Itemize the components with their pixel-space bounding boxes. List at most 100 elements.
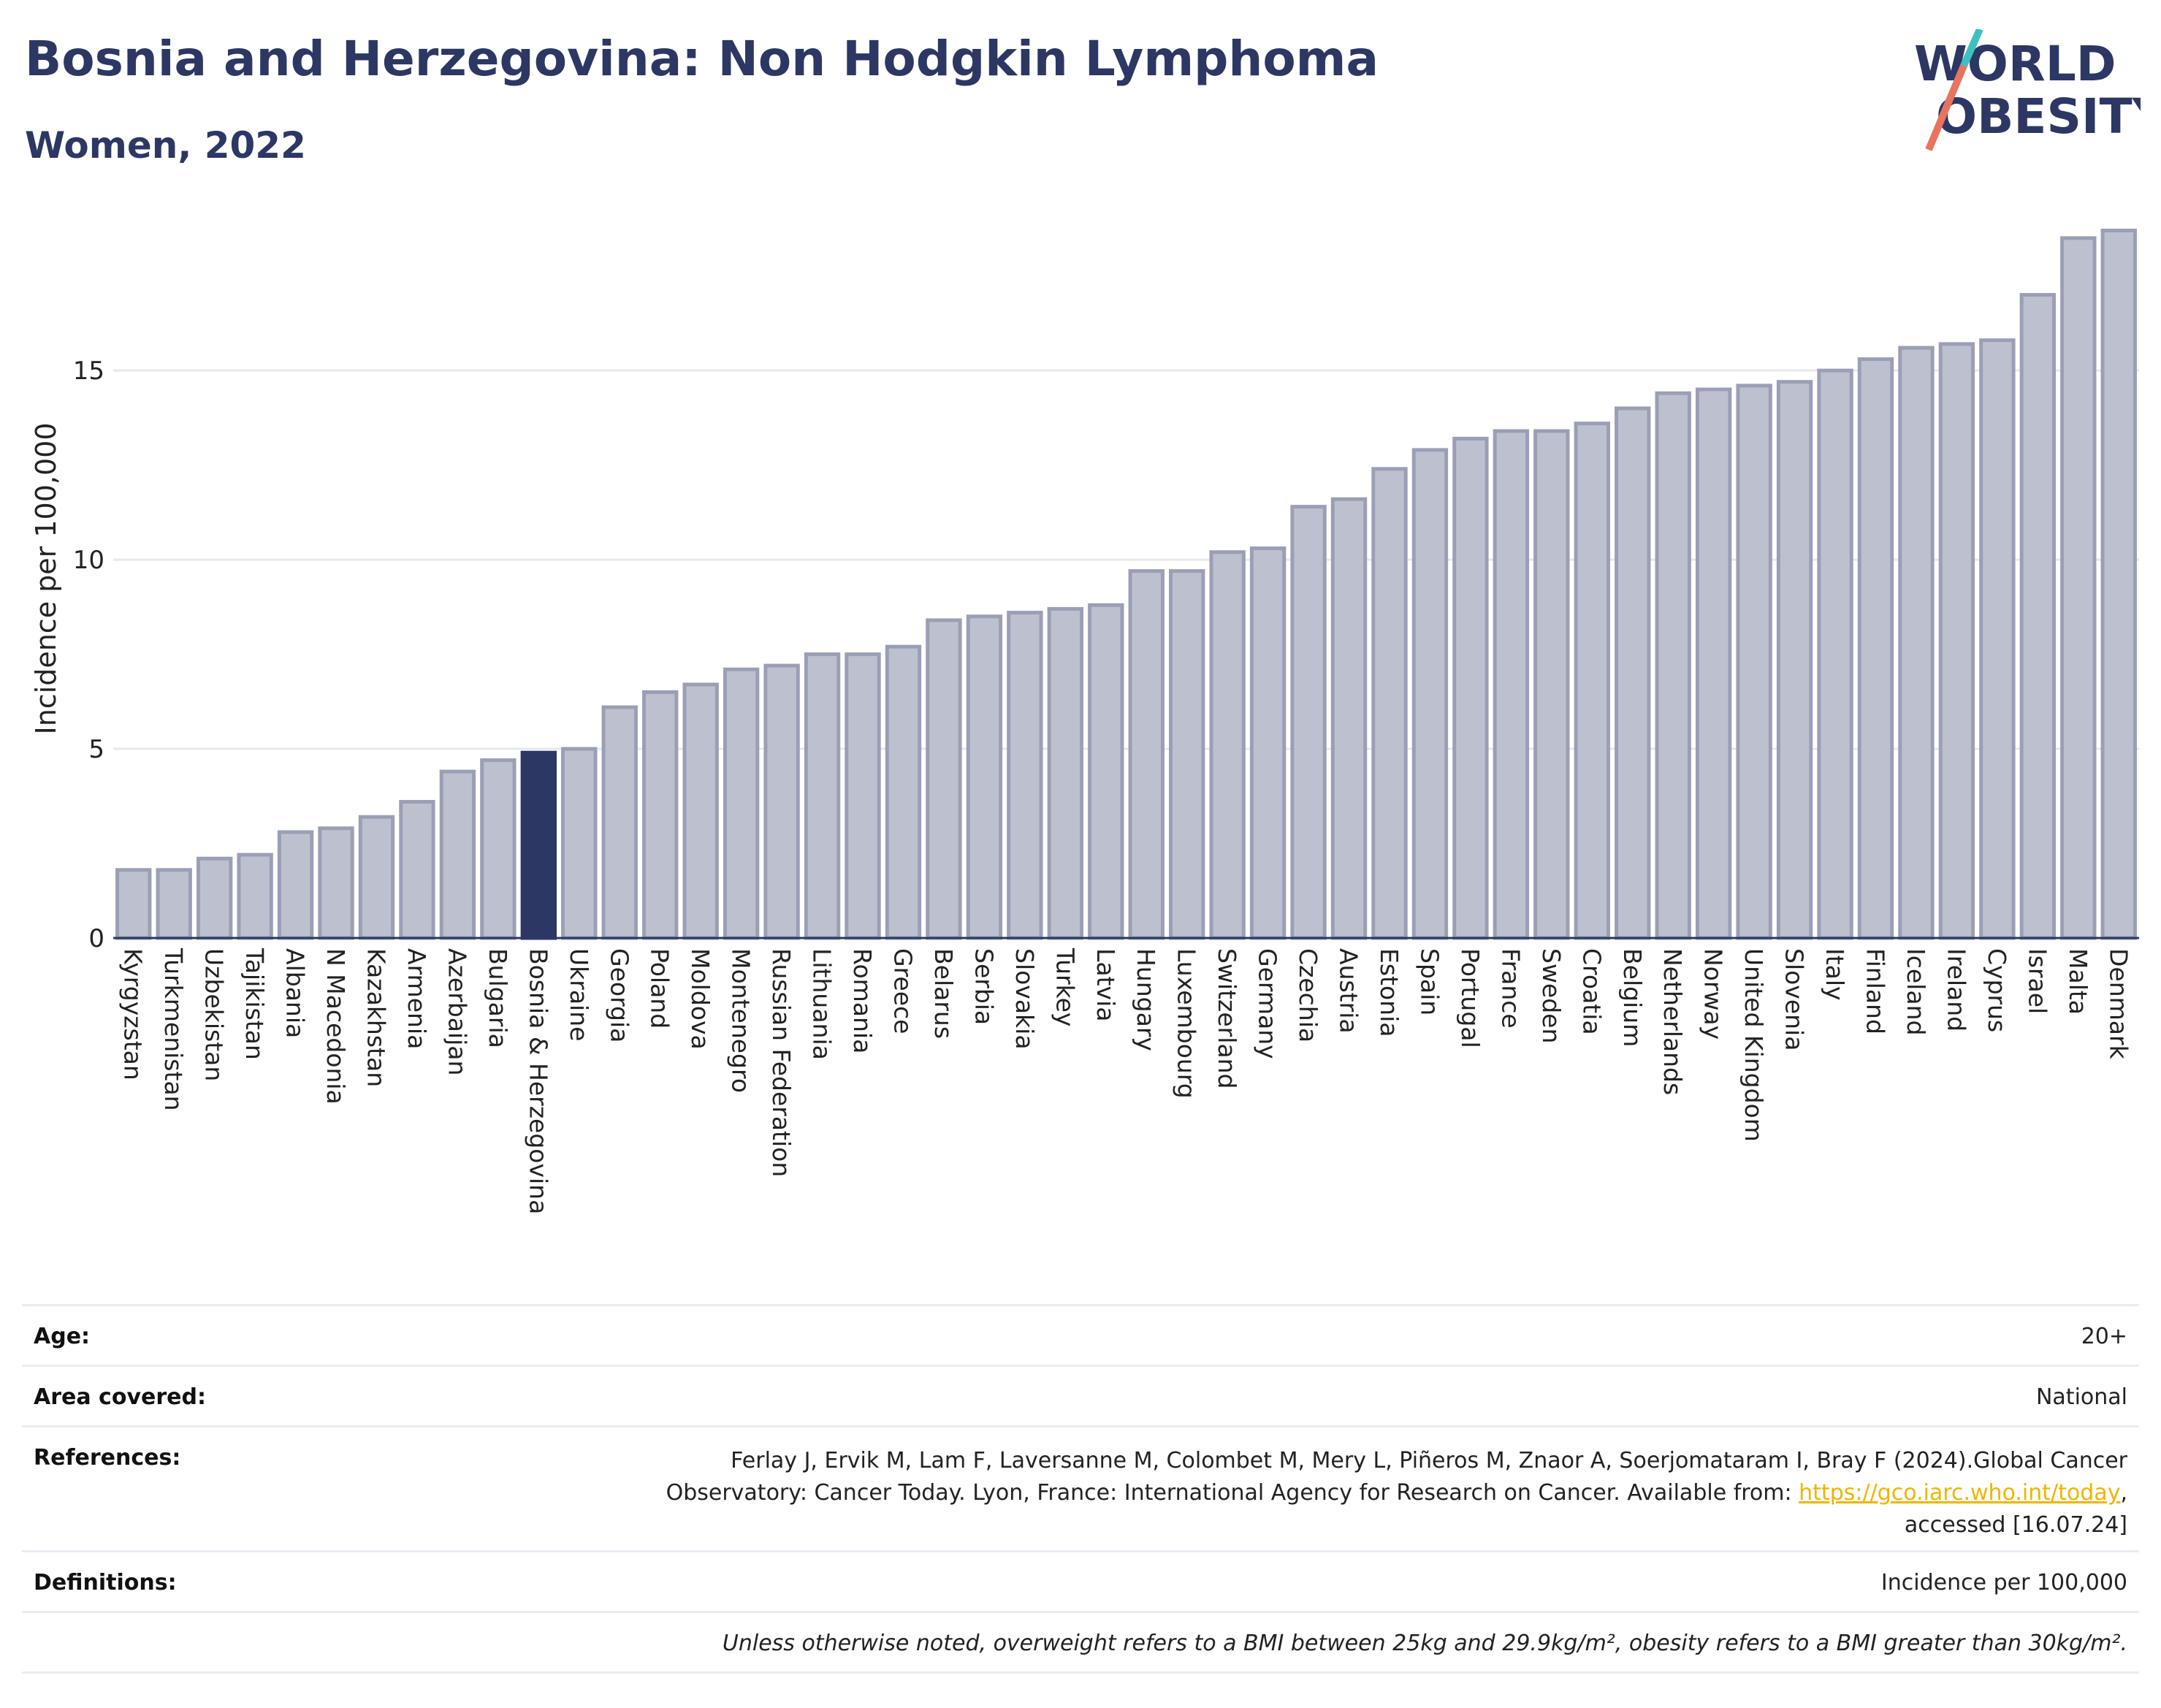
bar <box>885 644 922 940</box>
bar <box>1615 406 1651 940</box>
references-line-2-prefix: Observatory: Cancer Today. Lyon, France:… <box>666 1480 1799 1506</box>
y-tick-label: 5 <box>88 735 104 764</box>
info-row-references: References: Ferlay J, Ervik M, Lam F, La… <box>22 1425 2139 1550</box>
references-line-2-suffix: , <box>2120 1480 2127 1506</box>
x-tick-label: Serbia <box>969 948 998 1025</box>
x-tick-label: Finland <box>1861 948 1890 1034</box>
bar <box>682 682 719 940</box>
x-tick-label: Malta <box>2064 948 2092 1015</box>
x-tick-label: Slovenia <box>1780 948 1809 1051</box>
bar <box>642 690 679 940</box>
logo-word-obesity: OBESITY <box>1936 88 2141 145</box>
references-line-2: Observatory: Cancer Today. Lyon, France:… <box>666 1477 2127 1509</box>
bar <box>723 667 760 940</box>
bar <box>2019 293 2057 940</box>
bmi-note: Unless otherwise noted, overweight refer… <box>722 1631 2127 1656</box>
bar <box>318 826 354 940</box>
x-tick-label: Estonia <box>1375 948 1403 1037</box>
x-tick-label: Iceland <box>1902 948 1930 1035</box>
x-tick-label: Hungary <box>1132 948 1160 1051</box>
logo-slash-teal <box>1960 29 1983 68</box>
x-tick-label: Sweden <box>1537 948 1566 1043</box>
references-link[interactable]: https://gco.iarc.who.int/today <box>1799 1480 2121 1506</box>
bar <box>1655 391 1691 940</box>
x-tick-label: Spain <box>1415 948 1444 1015</box>
x-tick-label: Azerbaijan <box>443 948 471 1075</box>
x-tick-label: Albania <box>281 948 310 1038</box>
bar <box>1857 357 1894 940</box>
bar <box>763 663 800 940</box>
bar <box>1574 422 1610 940</box>
x-tick-label: France <box>1496 948 1525 1029</box>
bar <box>277 830 314 940</box>
x-tick-label: Slovakia <box>1010 948 1039 1050</box>
y-tick-label: 10 <box>73 546 104 575</box>
x-tick-label: Latvia <box>1091 948 1120 1021</box>
bar <box>156 868 192 940</box>
logo-slash-coral <box>1925 64 1967 151</box>
bar <box>1128 569 1165 940</box>
info-table: Age: 20+ Area covered: National Referenc… <box>22 1304 2139 1674</box>
definitions-value: Incidence per 100,000 <box>1880 1570 2127 1595</box>
x-tick-label: Belarus <box>929 948 958 1039</box>
bar <box>1776 380 1813 940</box>
bar <box>358 815 395 940</box>
x-tick-label: Kazakhstan <box>362 948 390 1087</box>
x-tick-label: Russian Federation <box>767 948 796 1177</box>
info-row-area: Area covered: National <box>22 1365 2139 1425</box>
bar <box>237 853 273 940</box>
bar <box>1817 368 1853 940</box>
x-tick-label: Poland <box>646 948 674 1029</box>
x-tick-label: Lithuania <box>808 948 836 1060</box>
x-tick-label: Austria <box>1335 948 1363 1034</box>
bar <box>1371 467 1408 940</box>
bar <box>561 747 598 940</box>
x-tick-label: Netherlands <box>1658 948 1687 1095</box>
age-label: Age: <box>34 1324 91 1349</box>
x-tick-label: Armenia <box>403 948 431 1049</box>
world-obesity-logo: WORLD OBESITY <box>1914 29 2141 151</box>
definitions-label: Definitions: <box>34 1570 177 1595</box>
age-value: 20+ <box>2081 1324 2127 1349</box>
x-tick-label: Tajikistan <box>240 948 269 1060</box>
references-line-3: accessed [16.07.24] <box>1904 1512 2127 1538</box>
x-tick-label: Cyprus <box>1983 948 2011 1032</box>
bar <box>1249 546 1287 940</box>
bar <box>1898 346 1935 940</box>
bar <box>1979 338 2016 940</box>
x-tick-label: Kyrgyzstan <box>119 948 148 1080</box>
bar <box>439 769 476 940</box>
bar <box>2060 236 2097 940</box>
bar <box>1330 497 1368 940</box>
bar <box>1938 342 1975 940</box>
page-title: Bosnia and Herzegovina: Non Hodgkin Lymp… <box>25 31 1379 87</box>
x-tick-label: Switzerland <box>1213 948 1241 1089</box>
bar <box>1411 448 1449 940</box>
bar <box>601 705 638 940</box>
x-tick-label: Ireland <box>1942 948 1970 1032</box>
x-tick-label: Croatia <box>1577 948 1606 1035</box>
references-line-1: Ferlay J, Ervik M, Lam F, Laversanne M, … <box>731 1448 2127 1473</box>
x-tick-label: Montenegro <box>727 948 755 1093</box>
x-tick-label: Bosnia & Herzegovina <box>524 948 552 1214</box>
area-value: National <box>2035 1384 2127 1410</box>
x-tick-label: Luxembourg <box>1173 948 1201 1099</box>
bar <box>2100 229 2137 940</box>
x-tick-label: Czechia <box>1294 948 1322 1042</box>
x-tick-label: Bulgaria <box>484 948 512 1048</box>
area-label: Area covered: <box>34 1384 206 1410</box>
page-subtitle: Women, 2022 <box>25 124 306 167</box>
bar <box>1290 505 1327 940</box>
bar <box>1533 429 1570 940</box>
x-tick-label: Denmark <box>2104 948 2133 1060</box>
bar <box>1452 436 1489 940</box>
bar <box>926 618 962 940</box>
bar <box>966 614 1003 940</box>
bar <box>399 800 435 940</box>
x-tick-label: Greece <box>888 948 917 1034</box>
bar <box>520 750 557 940</box>
bar <box>1209 550 1246 940</box>
x-tick-label: United Kingdom <box>1739 948 1768 1142</box>
logo-word-world: WORLD <box>1914 36 2116 92</box>
bar <box>115 868 152 940</box>
